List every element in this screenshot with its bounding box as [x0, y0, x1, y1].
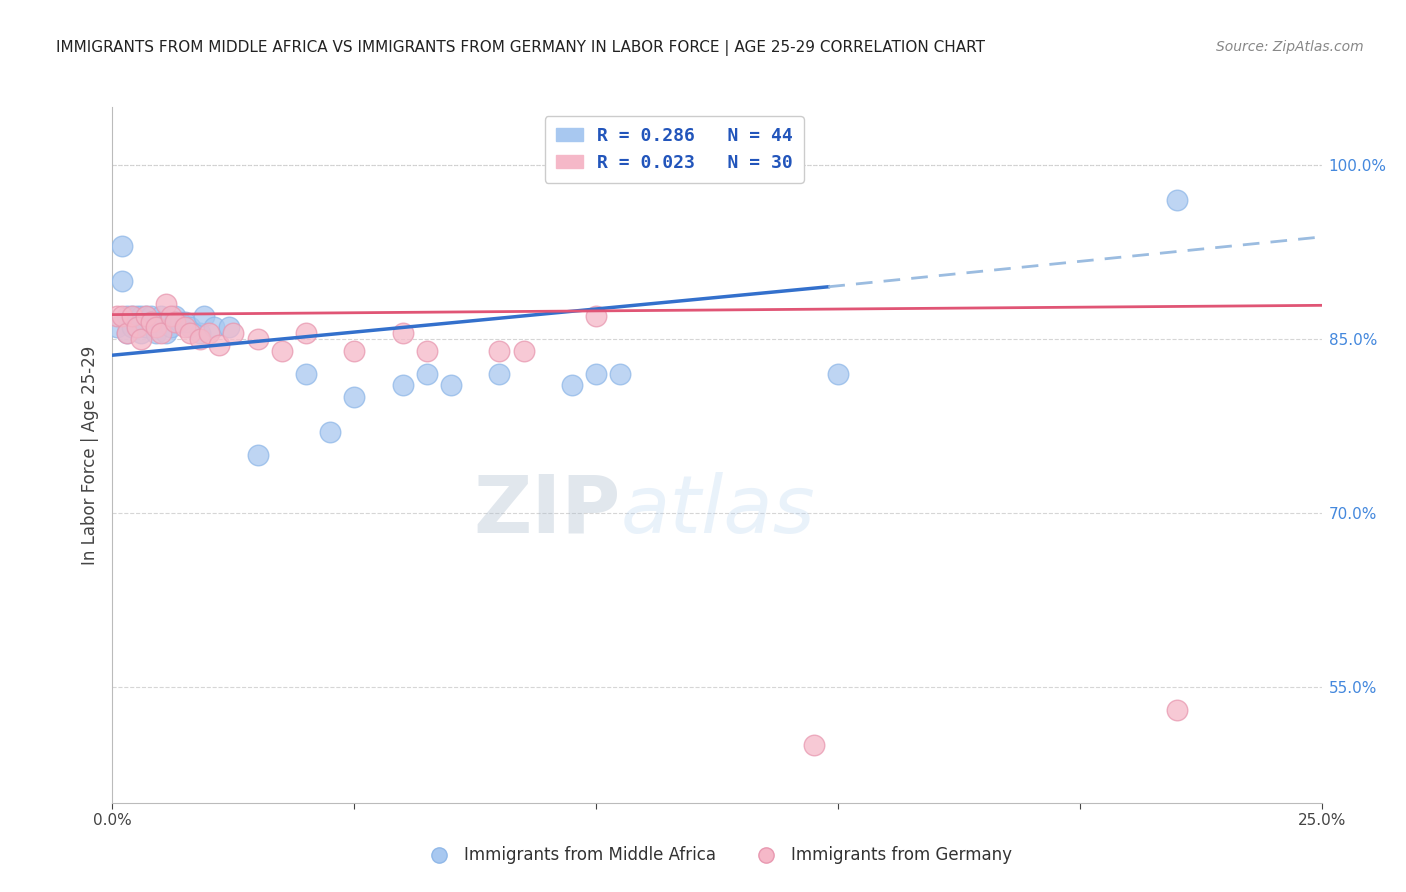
- Point: [319, 425, 342, 439]
- Point: [105, 320, 128, 334]
- Point: [270, 343, 292, 358]
- Point: [131, 332, 153, 346]
- Point: [198, 326, 221, 341]
- Legend: Immigrants from Middle Africa, Immigrants from Germany: Immigrants from Middle Africa, Immigrant…: [416, 839, 1018, 871]
- Point: [115, 326, 138, 341]
- Point: [135, 309, 157, 323]
- Text: IMMIGRANTS FROM MIDDLE AFRICA VS IMMIGRANTS FROM GERMANY IN LABOR FORCE | AGE 25: IMMIGRANTS FROM MIDDLE AFRICA VS IMMIGRA…: [56, 40, 986, 56]
- Point: [131, 326, 153, 341]
- Point: [188, 326, 211, 341]
- Point: [125, 320, 148, 334]
- Y-axis label: In Labor Force | Age 25-29: In Labor Force | Age 25-29: [80, 345, 98, 565]
- Point: [246, 448, 269, 462]
- Point: [131, 315, 153, 329]
- Point: [105, 309, 128, 323]
- Point: [391, 378, 413, 392]
- Point: [121, 320, 143, 334]
- Text: ZIP: ZIP: [472, 472, 620, 549]
- Text: atlas: atlas: [620, 472, 815, 549]
- Point: [141, 315, 163, 329]
- Point: [121, 309, 143, 323]
- Point: [125, 309, 148, 323]
- Point: [179, 320, 201, 334]
- Point: [149, 315, 172, 329]
- Point: [159, 309, 181, 323]
- Point: [131, 309, 153, 323]
- Point: [179, 326, 201, 341]
- Point: [111, 274, 134, 288]
- Point: [149, 326, 172, 341]
- Text: Source: ZipAtlas.com: Source: ZipAtlas.com: [1216, 40, 1364, 54]
- Point: [416, 367, 439, 381]
- Point: [1166, 193, 1188, 207]
- Point: [512, 343, 534, 358]
- Point: [135, 320, 157, 334]
- Point: [135, 309, 157, 323]
- Point: [125, 320, 148, 334]
- Point: [155, 326, 177, 341]
- Point: [141, 309, 163, 323]
- Point: [246, 332, 269, 346]
- Point: [218, 320, 240, 334]
- Point: [188, 332, 211, 346]
- Point: [343, 390, 366, 404]
- Point: [391, 326, 413, 341]
- Point: [202, 320, 225, 334]
- Point: [145, 320, 167, 334]
- Point: [1166, 703, 1188, 717]
- Point: [585, 309, 607, 323]
- Point: [174, 315, 197, 329]
- Point: [155, 297, 177, 311]
- Point: [115, 326, 138, 341]
- Point: [609, 367, 631, 381]
- Point: [121, 309, 143, 323]
- Point: [159, 320, 181, 334]
- Point: [208, 338, 231, 352]
- Point: [295, 367, 318, 381]
- Point: [343, 343, 366, 358]
- Point: [174, 320, 197, 334]
- Point: [440, 378, 463, 392]
- Point: [169, 315, 191, 329]
- Point: [111, 309, 134, 323]
- Point: [488, 343, 510, 358]
- Point: [111, 239, 134, 253]
- Point: [585, 367, 607, 381]
- Point: [193, 309, 215, 323]
- Point: [149, 309, 172, 323]
- Point: [165, 309, 187, 323]
- Point: [115, 309, 138, 323]
- Point: [295, 326, 318, 341]
- Point: [222, 326, 245, 341]
- Point: [803, 738, 825, 752]
- Point: [165, 315, 187, 329]
- Point: [561, 378, 583, 392]
- Point: [827, 367, 849, 381]
- Point: [141, 315, 163, 329]
- Point: [145, 320, 167, 334]
- Point: [416, 343, 439, 358]
- Point: [145, 326, 167, 341]
- Point: [488, 367, 510, 381]
- Point: [125, 315, 148, 329]
